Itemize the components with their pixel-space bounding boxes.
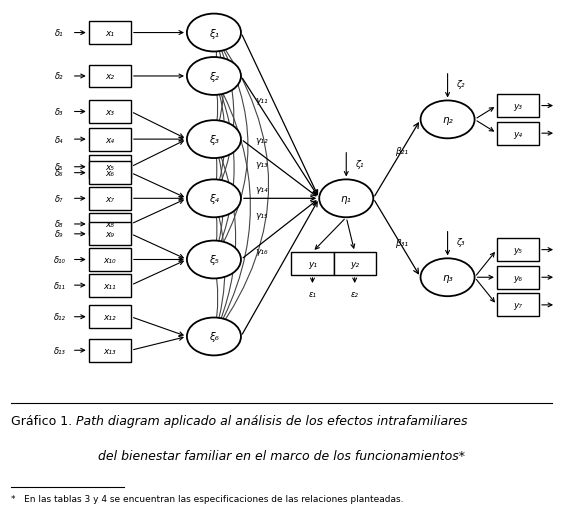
Text: δ₁₃: δ₁₃ — [53, 346, 65, 355]
Circle shape — [421, 259, 475, 296]
Text: Gráfico 1.: Gráfico 1. — [11, 414, 77, 427]
FancyBboxPatch shape — [89, 248, 131, 271]
FancyBboxPatch shape — [89, 223, 131, 246]
Text: ε₁: ε₁ — [309, 290, 316, 299]
Text: γ₁₁: γ₁₁ — [256, 96, 268, 105]
Circle shape — [187, 241, 241, 279]
Text: *   En las tablas 3 y 4 se encuentran las especificaciones de las relaciones pla: * En las tablas 3 y 4 se encuentran las … — [11, 494, 404, 503]
Text: γ₁₅: γ₁₅ — [256, 210, 268, 219]
Text: γ₁₆: γ₁₆ — [256, 247, 268, 256]
Text: η₁: η₁ — [341, 194, 352, 204]
Text: x₁₀: x₁₀ — [104, 256, 116, 265]
Text: γ₁₃: γ₁₃ — [256, 160, 268, 169]
Text: y₆: y₆ — [513, 273, 522, 282]
Text: η₃: η₃ — [442, 273, 453, 283]
Text: γ₁₄: γ₁₄ — [256, 185, 268, 193]
Text: Path diagram aplicado al análisis de los efectos intrafamiliares: Path diagram aplicado al análisis de los… — [76, 414, 467, 427]
Text: γ₁₂: γ₁₂ — [256, 135, 268, 144]
Text: x₁₃: x₁₃ — [104, 346, 116, 355]
Text: x₃: x₃ — [105, 108, 114, 117]
Circle shape — [187, 15, 241, 53]
Text: δ₁₁: δ₁₁ — [53, 281, 65, 290]
Text: ξ₆: ξ₆ — [209, 332, 219, 342]
Circle shape — [187, 180, 241, 218]
FancyBboxPatch shape — [497, 294, 539, 317]
Text: x₈: x₈ — [105, 220, 114, 229]
Text: ζ₁: ζ₁ — [355, 160, 364, 169]
FancyBboxPatch shape — [89, 274, 131, 297]
Text: x₄: x₄ — [105, 135, 114, 144]
Text: x₁₁: x₁₁ — [104, 281, 116, 290]
Text: δ₄: δ₄ — [55, 135, 64, 144]
Text: β₂₁: β₂₁ — [395, 147, 409, 156]
Text: ξ₄: ξ₄ — [209, 194, 219, 204]
Text: δ₇: δ₇ — [55, 194, 64, 204]
Text: β₃₁: β₃₁ — [395, 238, 409, 247]
Text: ζ₂: ζ₂ — [456, 80, 465, 89]
Text: δ₃: δ₃ — [55, 108, 64, 117]
Text: del bienestar familiar en el marco de los funcionamientos*: del bienestar familiar en el marco de lo… — [98, 449, 465, 463]
Circle shape — [187, 318, 241, 356]
FancyBboxPatch shape — [89, 101, 131, 124]
FancyBboxPatch shape — [89, 128, 131, 152]
Circle shape — [187, 121, 241, 159]
Text: ζ₃: ζ₃ — [456, 238, 465, 247]
Text: y₄: y₄ — [513, 129, 522, 138]
FancyBboxPatch shape — [497, 239, 539, 262]
FancyBboxPatch shape — [89, 22, 131, 45]
Text: x₁₂: x₁₂ — [104, 313, 116, 322]
Circle shape — [319, 180, 373, 218]
Text: ξ₅: ξ₅ — [209, 255, 219, 265]
Text: δ₁₂: δ₁₂ — [53, 313, 65, 322]
Text: δ₈: δ₈ — [55, 220, 64, 229]
FancyBboxPatch shape — [497, 123, 539, 145]
Text: δ₂: δ₂ — [55, 72, 64, 81]
FancyBboxPatch shape — [89, 187, 131, 211]
FancyBboxPatch shape — [89, 156, 131, 179]
Text: δ₆: δ₆ — [55, 169, 64, 178]
FancyBboxPatch shape — [89, 65, 131, 88]
Text: ξ₁: ξ₁ — [209, 28, 219, 38]
Text: y₃: y₃ — [513, 102, 522, 111]
FancyBboxPatch shape — [497, 266, 539, 289]
Text: δ₉: δ₉ — [55, 230, 64, 239]
Text: y₂: y₂ — [350, 260, 359, 268]
FancyBboxPatch shape — [89, 339, 131, 362]
Text: ξ₂: ξ₂ — [209, 72, 219, 82]
Text: ε₂: ε₂ — [351, 290, 359, 299]
Text: η₂: η₂ — [442, 115, 453, 125]
FancyBboxPatch shape — [292, 252, 334, 275]
Text: y₅: y₅ — [513, 245, 522, 255]
Circle shape — [187, 58, 241, 96]
FancyBboxPatch shape — [497, 95, 539, 118]
FancyBboxPatch shape — [89, 162, 131, 185]
Text: x₇: x₇ — [105, 194, 114, 204]
Text: y₇: y₇ — [513, 301, 522, 310]
Text: x₂: x₂ — [105, 72, 114, 81]
Text: δ₁₀: δ₁₀ — [53, 256, 65, 265]
FancyBboxPatch shape — [89, 213, 131, 236]
Text: δ₅: δ₅ — [55, 163, 64, 172]
FancyBboxPatch shape — [89, 306, 131, 329]
Text: y₁: y₁ — [308, 260, 317, 268]
Text: x₅: x₅ — [105, 163, 114, 172]
FancyBboxPatch shape — [334, 252, 376, 275]
Text: δ₁: δ₁ — [55, 29, 64, 38]
Circle shape — [421, 101, 475, 139]
Text: x₁: x₁ — [105, 29, 114, 38]
Text: ξ₃: ξ₃ — [209, 135, 219, 145]
Text: x₉: x₉ — [105, 230, 114, 239]
Text: x₆: x₆ — [105, 169, 114, 178]
